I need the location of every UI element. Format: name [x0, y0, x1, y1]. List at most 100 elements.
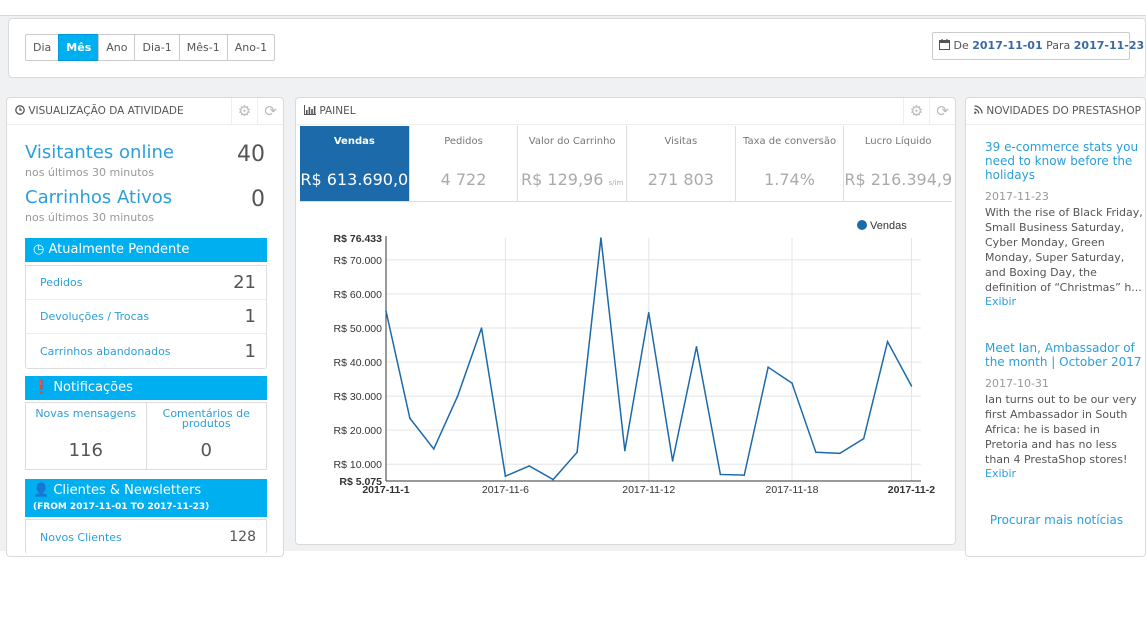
gear-icon[interactable]: ⚙: [903, 98, 929, 125]
kpi-tab-sales[interactable]: Vendas R$ 613.690,0: [300, 126, 409, 201]
x-tick-label: 2017-11-1: [362, 484, 409, 496]
y-tick-label: R$ 70.000: [334, 255, 383, 267]
news-title[interactable]: 39 e-commerce stats you need to know bef…: [985, 140, 1139, 182]
notifications-box: Novas mensagens 116 Comentários de produ…: [25, 402, 267, 470]
data-point: [504, 475, 507, 477]
news-panel-title: Novidades do Prestashop: [986, 105, 1141, 117]
pending-orders-label[interactable]: Pedidos: [40, 276, 83, 289]
y-tick-label: R$ 10.000: [334, 459, 383, 471]
clock-icon: ◷: [33, 242, 45, 257]
y-tick-label: R$ 60.000: [334, 289, 383, 301]
kpi-tab-net-profit[interactable]: Lucro Líquido R$ 216.394,99: [843, 126, 952, 201]
news-view-link[interactable]: Exibir: [985, 295, 1017, 308]
kpi-tab-cart-value[interactable]: Valor do Carrinho R$ 129,96 s/im: [517, 126, 626, 201]
data-point: [576, 451, 578, 454]
data-point: [886, 340, 889, 343]
user-icon: 👤: [33, 483, 50, 498]
pending-section-title: Atualmente Pendente: [48, 242, 190, 257]
date-from: 2017-11-01: [972, 39, 1043, 52]
pending-returns-value: 1: [244, 306, 256, 327]
pending-section-header: ◷ Atualmente Pendente: [25, 238, 267, 262]
kpi-value: R$ 216.394,99: [844, 170, 953, 189]
data-point: [600, 237, 602, 239]
x-tick-label: 2017-11-2: [888, 484, 935, 496]
period-day-button[interactable]: Dia: [25, 34, 60, 61]
kpi-tabs: Vendas R$ 613.690,0 Pedidos 4 722 Valor …: [300, 126, 952, 202]
data-point: [815, 451, 817, 454]
new-clients-value: 128: [229, 529, 256, 545]
y-tick-label: R$ 5.075: [339, 476, 382, 488]
date-joiner: Para: [1046, 39, 1071, 52]
date-prefix: De: [953, 39, 969, 52]
visitors-online-label[interactable]: Visitantes online: [25, 142, 174, 163]
data-point: [767, 366, 769, 368]
period-prev-month-button[interactable]: Mês-1: [178, 34, 228, 61]
kpi-label: Visitas: [664, 136, 698, 147]
y-tick-label: R$ 20.000: [334, 425, 383, 437]
exclamation-icon: ❗: [33, 380, 50, 395]
kpi-value: 271 803: [647, 170, 714, 189]
new-messages-value: 116: [68, 440, 103, 461]
data-point: [695, 345, 698, 348]
list-item[interactable]: Devoluções / Trocas 1: [26, 300, 266, 334]
list-item[interactable]: Carrinhos abandonados 1: [26, 334, 266, 368]
clients-section-title: Clientes & Newsletters: [53, 483, 202, 498]
news-body: With the rise of Black Friday, Small Bus…: [985, 206, 1143, 294]
abandoned-carts-label[interactable]: Carrinhos abandonados: [40, 344, 171, 358]
period-button-group: Dia Mês Ano Dia-1 Mês-1 Ano-1: [25, 34, 276, 61]
kpi-value: R$ 613.690,0: [300, 170, 409, 189]
data-point: [910, 385, 913, 387]
product-comments-label[interactable]: Comentários de produtos: [162, 407, 250, 430]
data-point: [528, 465, 531, 467]
pending-returns-label[interactable]: Devoluções / Trocas: [40, 310, 150, 323]
data-point: [409, 417, 411, 420]
refresh-icon[interactable]: ⟳: [929, 98, 955, 125]
active-carts-label[interactable]: Carrinhos Ativos: [25, 187, 173, 208]
list-item[interactable]: Pedidos 21: [26, 266, 266, 300]
news-title[interactable]: Meet Ian, Ambassador of the month | Octo…: [985, 341, 1142, 369]
data-point: [743, 474, 746, 476]
legend-label: Vendas: [870, 220, 907, 232]
news-panel-header: Novidades do Prestashop: [966, 98, 1145, 125]
kpi-value: R$ 129,96: [521, 170, 604, 189]
news-panel: Novidades do Prestashop 39 e-commerce st…: [965, 97, 1146, 557]
data-point: [480, 327, 483, 329]
period-month-button[interactable]: Mês: [58, 34, 100, 61]
visitors-online-sub: nos últimos 30 minutos: [25, 166, 154, 179]
period-year-button[interactable]: Ano: [98, 34, 136, 61]
active-carts-value: 0: [251, 187, 265, 212]
activity-panel-title: Visualização da atividade: [28, 105, 184, 117]
data-point: [671, 460, 674, 462]
date-range-button[interactable]: De 2017-11-01 Para 2017-11-23: [932, 32, 1144, 60]
x-tick-label: 2017-11-18: [766, 484, 819, 496]
kpi-tab-visits[interactable]: Visitas 271 803: [626, 126, 735, 201]
data-point: [432, 448, 435, 450]
new-clients-label[interactable]: Novos Clientes: [40, 530, 122, 544]
kpi-tab-orders[interactable]: Pedidos 4 722: [408, 126, 518, 201]
kpi-tab-conversion[interactable]: Taxa de conversão 1.74%: [734, 126, 844, 201]
clients-date-range: (FROM 2017-11-01 TO 2017-11-23): [33, 502, 210, 512]
new-messages-cell[interactable]: Novas mensagens 116: [26, 403, 146, 469]
data-point: [647, 311, 650, 314]
kpi-label: Taxa de conversão: [742, 136, 837, 147]
notifications-section-title: Notificações: [53, 380, 133, 395]
more-news-link[interactable]: Procurar mais notícias: [989, 513, 1124, 527]
y-tick-label: R$ 50.000: [334, 323, 383, 335]
visitors-online-value: 40: [237, 142, 265, 167]
news-view-link[interactable]: Exibir: [985, 467, 1017, 480]
product-comments-value: 0: [200, 440, 212, 461]
data-point: [456, 395, 459, 397]
period-prev-day-button[interactable]: Dia-1: [134, 34, 180, 61]
refresh-icon[interactable]: ⟳: [257, 98, 283, 125]
y-tick-label: R$ 30.000: [334, 391, 383, 403]
list-item[interactable]: Novos Clientes 128: [26, 520, 266, 554]
gear-icon[interactable]: ⚙: [231, 98, 257, 125]
abandoned-carts-value: 1: [244, 340, 256, 362]
new-messages-label[interactable]: Novas mensagens: [35, 407, 137, 420]
period-prev-year-button[interactable]: Ano-1: [226, 34, 276, 61]
data-point: [791, 382, 793, 384]
rss-icon: [974, 105, 983, 117]
bar-chart-icon: [304, 105, 316, 117]
product-comments-cell[interactable]: Comentários de produtos 0: [145, 403, 267, 469]
